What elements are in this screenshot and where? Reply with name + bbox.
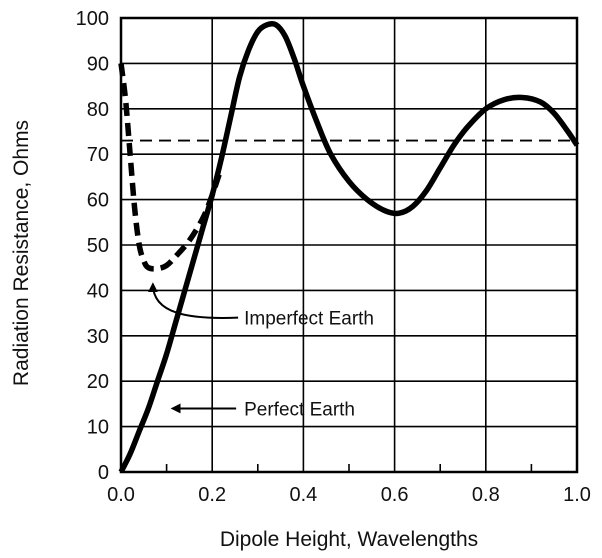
x-tick-label: 0.0 — [107, 484, 135, 506]
x-tick-label: 1.0 — [563, 484, 591, 506]
x-axis-title: Dipole Height, Wavelengths — [220, 528, 478, 551]
x-tick-label: 0.2 — [198, 484, 226, 506]
imperfect-earth-line — [118, 63, 224, 272]
imperfect-earth-arrow — [147, 282, 239, 319]
y-tick-label: 10 — [87, 417, 109, 439]
x-tick-label: 0.4 — [289, 484, 317, 506]
x-tick-label: 0.8 — [472, 484, 500, 506]
y-tick-labels: 0 10 20 30 40 50 60 70 80 90 100 — [76, 8, 109, 484]
y-axis-title: Radiation Resistance, Ohms — [10, 120, 33, 386]
y-tick-label: 50 — [87, 235, 109, 257]
perfect-earth-label: Perfect Earth — [244, 399, 355, 420]
y-tick-label: 20 — [87, 371, 109, 393]
plot-frame — [119, 16, 579, 474]
y-tick-label: 60 — [87, 190, 109, 212]
annotation-arrows — [147, 282, 239, 414]
x-tick-labels: 0.0 0.2 0.4 0.6 0.8 1.0 — [107, 484, 591, 506]
minor-ticks — [165, 464, 533, 472]
y-tick-label: 0 — [98, 462, 109, 484]
x-tick-label: 0.6 — [381, 484, 409, 506]
y-tick-label: 30 — [87, 326, 109, 348]
imperfect-earth-label: Imperfect Earth — [244, 309, 374, 330]
y-tick-label: 70 — [87, 144, 109, 166]
y-tick-label: 100 — [76, 8, 109, 30]
y-tick-label: 90 — [87, 53, 109, 75]
y-tick-label: 80 — [87, 99, 109, 121]
y-tick-label: 40 — [87, 280, 109, 302]
